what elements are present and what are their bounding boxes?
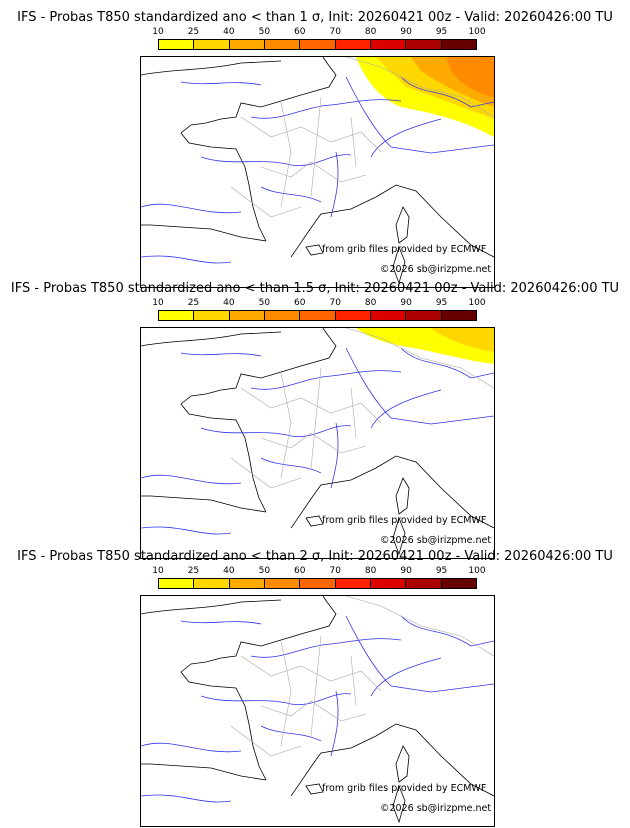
colorbar-tick-label: 40	[223, 27, 235, 37]
colorbar-tick-label: 25	[187, 298, 200, 308]
prob-50-60-area	[446, 57, 494, 97]
map-drawing	[141, 328, 494, 555]
colorbar-tick-label: 40	[223, 566, 235, 576]
colorbar-tick-label: 100	[468, 27, 486, 37]
colorbar-swatch	[229, 311, 265, 320]
colorbar-tick-label: 25	[187, 566, 200, 576]
colorbar-ticks: 10 25 40 50 60 70 80 90 95 100	[152, 298, 485, 309]
colorbar-tick-label: 90	[400, 27, 412, 37]
colorbar-swatch	[370, 40, 407, 49]
map-panel-1sigma: IFS - Probas T850 standardized ano < tha…	[0, 10, 630, 288]
colorbar-swatch	[159, 311, 195, 320]
colorbar-swatch	[159, 40, 195, 49]
colorbar-swatch	[229, 40, 265, 49]
copyright: ©2026 sb@irizpme.net	[380, 803, 492, 814]
colorbar-tick-label: 50	[258, 298, 271, 308]
colorbar-swatch	[300, 311, 336, 320]
map-drawing	[141, 57, 494, 284]
colorbar-tick-label: 50	[258, 566, 271, 576]
copyright: ©2026 sb@irizpme.net	[380, 535, 492, 546]
colorbar-tick-label: 100	[468, 566, 486, 576]
colorbar-tick-label: 50	[258, 27, 271, 37]
colorbar-tick-label: 10	[152, 298, 164, 308]
colorbar-tick-label: 40	[223, 298, 235, 308]
colorbar-swatch	[300, 579, 336, 588]
colorbar-tick-label: 90	[400, 298, 412, 308]
colorbar-swatch	[406, 311, 442, 320]
colorbar-swatch	[370, 311, 407, 320]
colorbar-ticks: 10 25 40 50 60 70 80 90 95 100	[152, 566, 485, 577]
colorbar-swatch	[300, 40, 336, 49]
colorbar-swatch	[264, 311, 301, 320]
colorbar-tick-label: 95	[435, 566, 448, 576]
colorbar-tick-label: 95	[435, 27, 448, 37]
panel-title: IFS - Probas T850 standardized ano < tha…	[10, 281, 620, 296]
map-panel-2sigma: IFS - Probas T850 standardized ano < tha…	[0, 549, 630, 827]
colorbar-swatch	[335, 40, 371, 49]
colorbar-tick-label: 70	[329, 27, 341, 37]
colorbar-tick-label: 60	[294, 298, 306, 308]
colorbar-swatch	[229, 579, 265, 588]
colorbar-tick-label: 80	[364, 566, 377, 576]
colorbar-swatch	[335, 311, 371, 320]
colorbar-tick-label: 80	[364, 298, 377, 308]
copyright: ©2026 sb@irizpme.net	[380, 264, 492, 275]
colorbar-swatch	[370, 579, 407, 588]
colorbar	[158, 578, 477, 589]
colorbar	[158, 310, 477, 321]
colorbar-swatch	[264, 40, 301, 49]
colorbar-swatch	[406, 579, 442, 588]
colorbar-swatch	[194, 311, 230, 320]
map-panel-1-5sigma: IFS - Probas T850 standardized ano < tha…	[0, 281, 630, 559]
colorbar-swatch	[194, 40, 230, 49]
colorbar-swatch	[335, 579, 371, 588]
colorbar-tick-label: 95	[435, 298, 448, 308]
colorbar-tick-label: 10	[152, 27, 164, 37]
colorbar-swatch	[406, 40, 442, 49]
colorbar-tick-label: 80	[364, 27, 377, 37]
colorbar-swatch	[159, 579, 195, 588]
colorbar-tick-label: 25	[187, 27, 200, 37]
colorbar-tick-label: 70	[329, 566, 341, 576]
colorbar-swatch	[441, 579, 476, 588]
prob-25-40-area	[431, 328, 494, 352]
colorbar-tick-label: 70	[329, 298, 341, 308]
colorbar	[158, 39, 477, 50]
probability-map	[140, 327, 495, 559]
probability-map	[140, 595, 495, 827]
panel-title: IFS - Probas T850 standardized ano < tha…	[17, 10, 613, 25]
colorbar-swatch	[194, 579, 230, 588]
colorbar-tick-label: 10	[152, 566, 164, 576]
data-source-credit: from grib files provided by ECMWF	[322, 244, 487, 255]
colorbar-tick-label: 60	[294, 27, 306, 37]
colorbar-tick-label: 60	[294, 566, 306, 576]
probability-map	[140, 56, 495, 288]
colorbar-swatch	[264, 579, 301, 588]
colorbar-swatch	[441, 40, 476, 49]
colorbar-tick-label: 90	[400, 566, 412, 576]
data-source-credit: from grib files provided by ECMWF	[322, 515, 487, 526]
colorbar-ticks: 10 25 40 50 60 70 80 90 95 100	[152, 27, 485, 38]
panel-title: IFS - Probas T850 standardized ano < tha…	[17, 549, 613, 564]
colorbar-swatch	[441, 311, 476, 320]
data-source-credit: from grib files provided by ECMWF	[322, 783, 487, 794]
colorbar-tick-label: 100	[468, 298, 486, 308]
